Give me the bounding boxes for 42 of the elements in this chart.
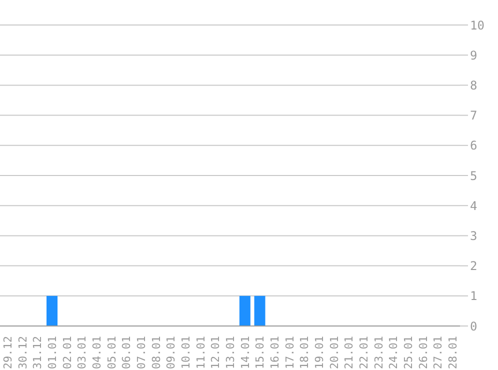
y-tick-label: 1: [470, 289, 478, 304]
y-tick-label: 9: [470, 48, 478, 62]
x-tick-label: 25.01: [402, 336, 416, 370]
x-tick-label: 26.01: [416, 336, 430, 370]
y-tick-label: 5: [470, 168, 478, 183]
x-tick-label: 08.01: [150, 336, 163, 370]
y-tick-label: 3: [470, 228, 478, 243]
x-tick-label: 14.01: [238, 336, 252, 370]
y-tick-label: 7: [470, 108, 478, 123]
x-tick-label: 19.01: [313, 336, 326, 370]
y-tick-label: 0: [470, 319, 478, 334]
x-tick-label: 17.01: [283, 336, 296, 370]
x-tick-label: 21.01: [342, 336, 356, 370]
x-tick-label: 30.12: [16, 336, 30, 370]
x-tick-label: 29.12: [1, 336, 14, 370]
y-tick-label: 8: [470, 78, 478, 92]
x-tick-label: 02.01: [60, 336, 74, 370]
x-tick-label: 24.01: [387, 336, 400, 370]
x-tick-label: 12.01: [209, 336, 222, 370]
x-tick-label: 27.01: [432, 336, 445, 370]
x-tick-label: 23.01: [372, 336, 386, 370]
x-tick-label: 07.01: [134, 336, 148, 370]
x-tick-label: 28.01: [446, 336, 460, 370]
x-tick-label: 03.01: [76, 336, 89, 370]
x-tick-label: 16.01: [268, 336, 282, 370]
x-tick-label: 04.01: [90, 336, 104, 370]
x-tick-label: 20.01: [328, 336, 341, 370]
x-tick-label: 09.01: [164, 336, 178, 370]
x-tick-label: 01.01: [46, 336, 59, 370]
y-tick-label: 2: [470, 259, 478, 274]
y-tick-label: 10: [470, 18, 484, 32]
x-tick-label: 06.01: [120, 336, 134, 370]
x-tick-label: 13.01: [224, 336, 237, 370]
x-tick-label: 31.12: [31, 336, 44, 370]
x-tick-label: 11.01: [194, 336, 208, 370]
x-tick-label: 05.01: [105, 336, 118, 370]
y-tick-label: 4: [470, 198, 478, 213]
y-tick-label: 6: [470, 138, 478, 153]
x-tick-label: 22.01: [358, 336, 371, 370]
x-tick-label: 10.01: [179, 336, 192, 370]
x-tick-label: 18.01: [298, 336, 312, 370]
x-tick-label: 15.01: [254, 336, 267, 370]
